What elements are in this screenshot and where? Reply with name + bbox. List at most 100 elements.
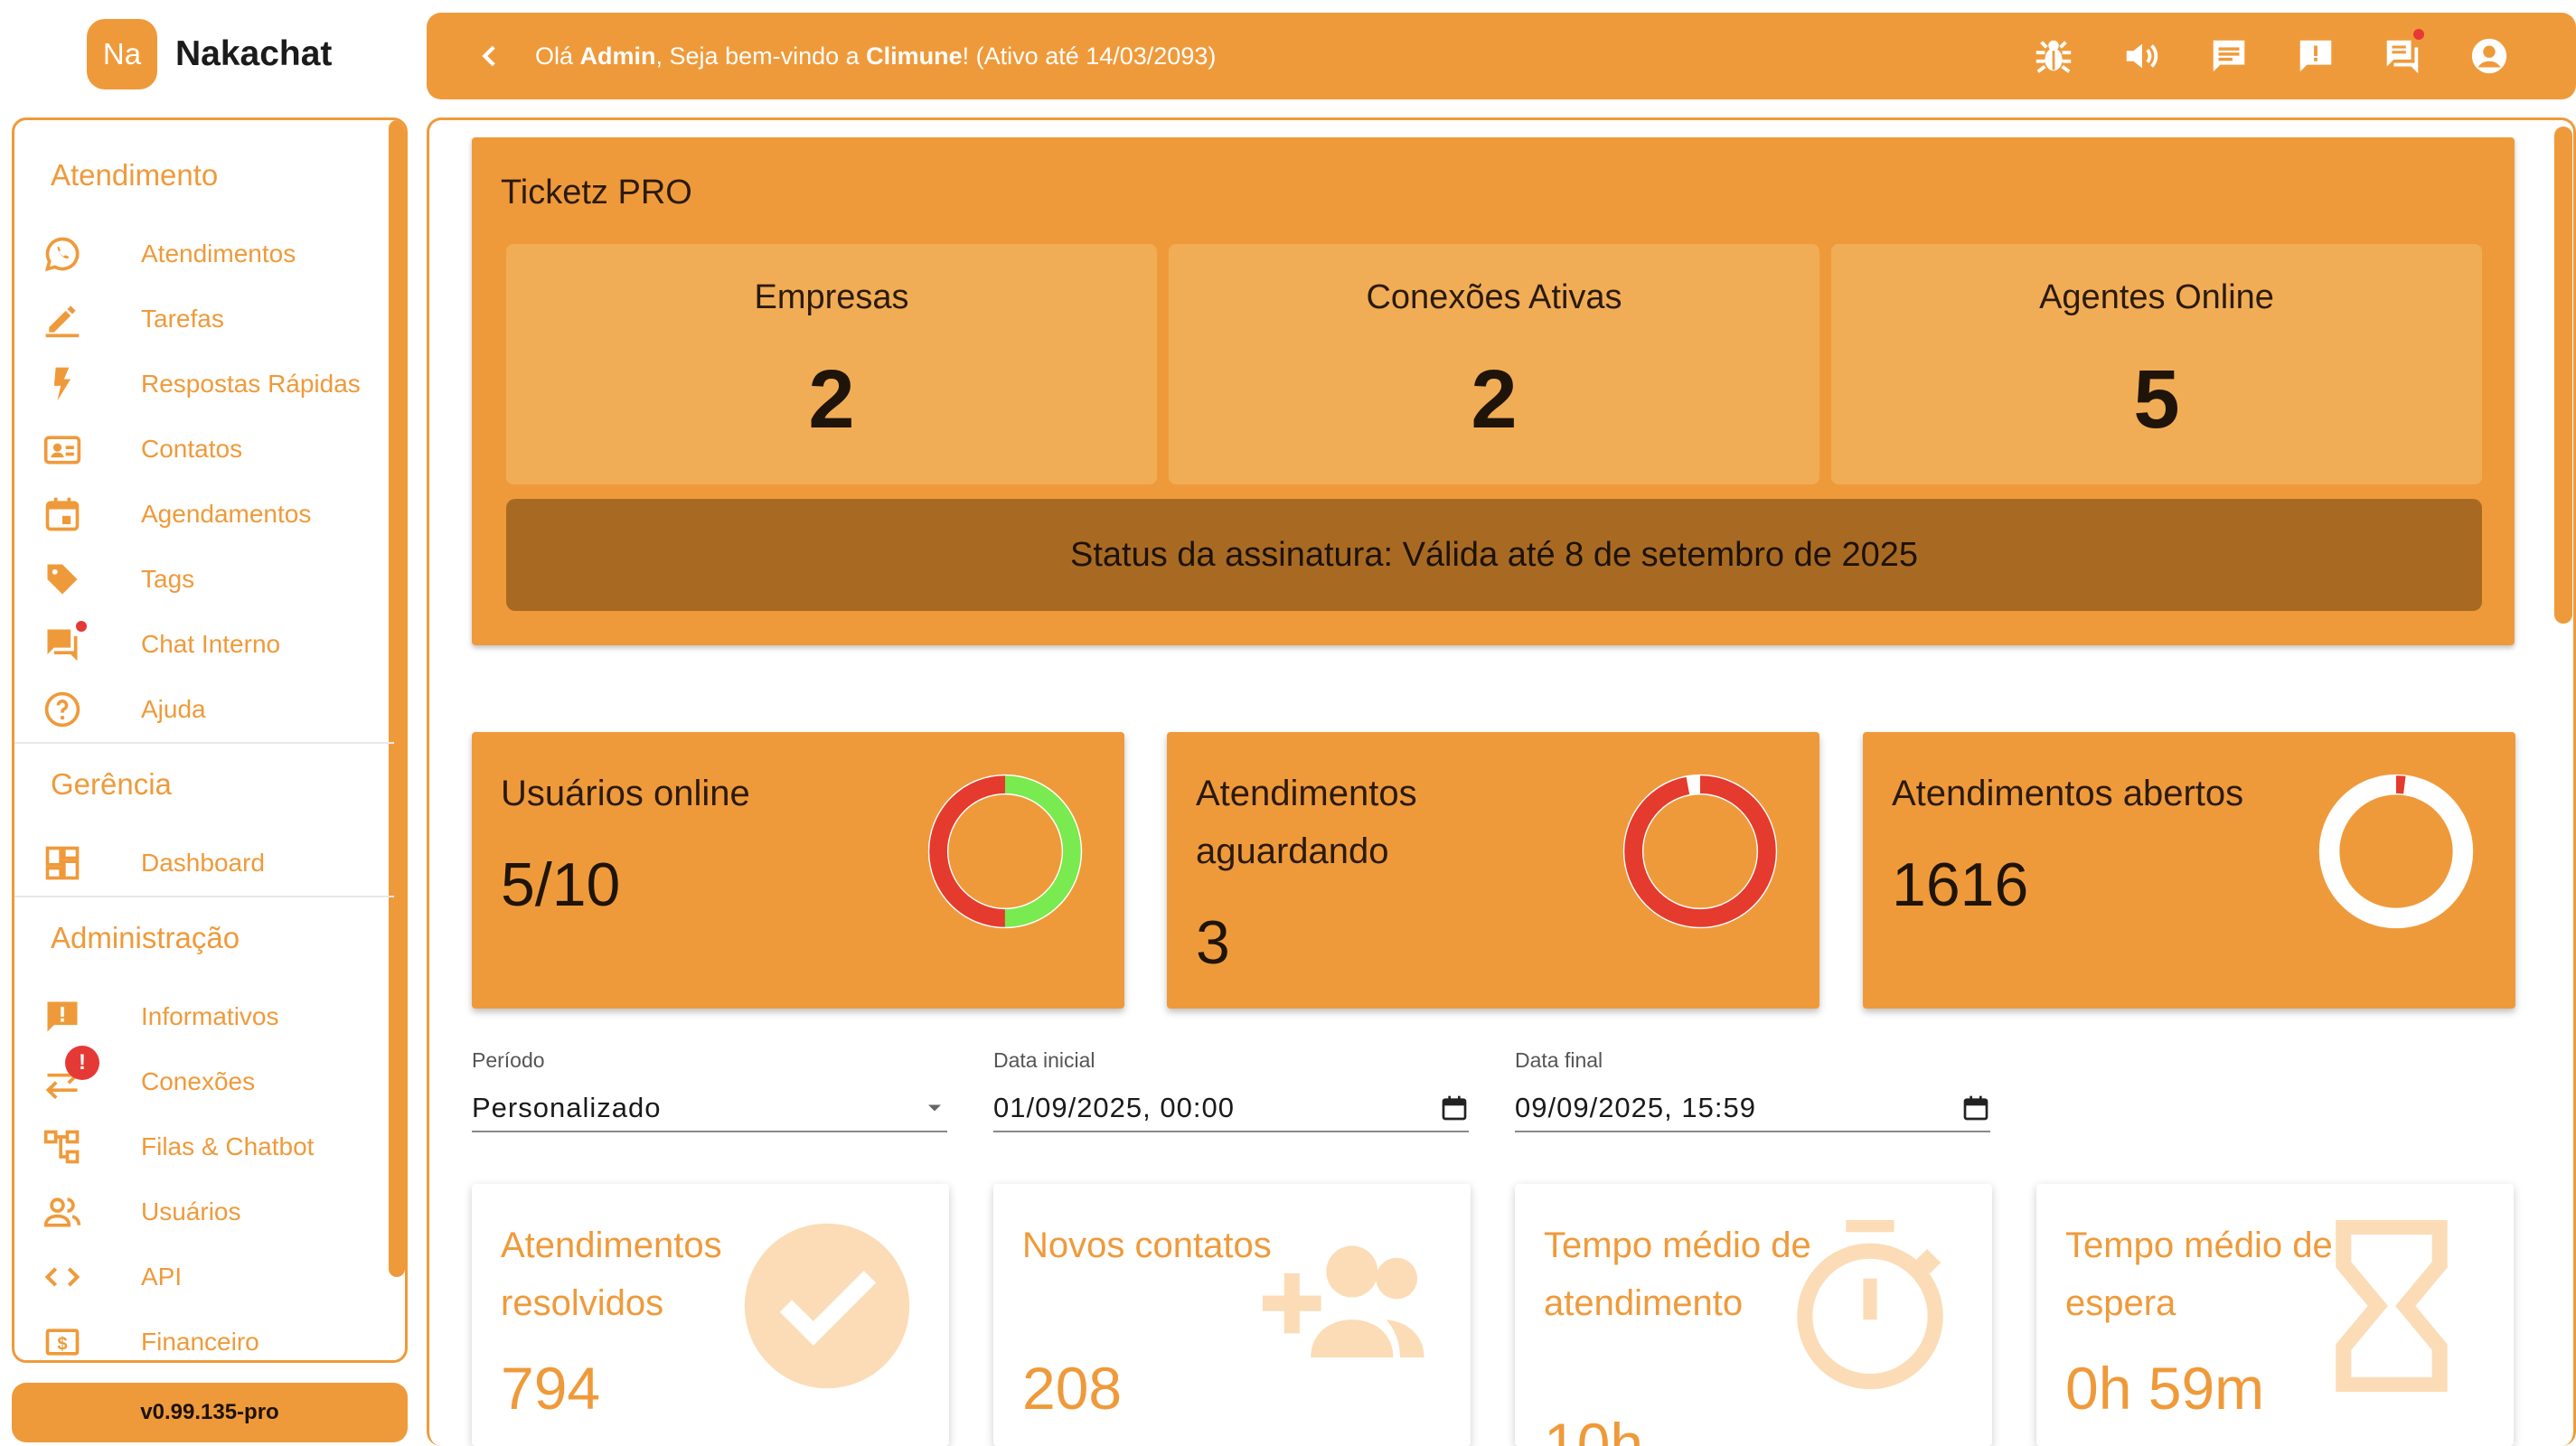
sidebar-item-financeiro[interactable]: $ Financeiro bbox=[14, 1313, 385, 1360]
period-select-box[interactable]: Personalizado bbox=[472, 1085, 947, 1132]
main-panel bbox=[427, 117, 2576, 1446]
bug-icon bbox=[2035, 40, 2072, 73]
sidebar-item-chat-interno[interactable]: Chat Interno bbox=[14, 615, 385, 673]
sidebar-item-label: Informativos bbox=[141, 1002, 279, 1030]
field-label: Data final bbox=[1515, 1048, 1603, 1072]
sidebar-item-label: Filas & Chatbot bbox=[141, 1132, 315, 1160]
end-date-input[interactable]: 09/09/2025, 15:59 bbox=[1515, 1085, 1990, 1132]
sidebar-item-api[interactable]: API bbox=[14, 1248, 385, 1306]
sidebar-item-atendimentos[interactable]: Atendimentos bbox=[14, 225, 385, 283]
check-circle-icon bbox=[744, 1223, 910, 1389]
panel-title: Ticketz PRO bbox=[501, 174, 692, 211]
sidebar-item-label: API bbox=[141, 1263, 183, 1291]
stat-label: Agentes Online bbox=[2039, 278, 2274, 316]
sidebar-item-contatos[interactable]: Contatos bbox=[14, 420, 385, 478]
sidebar-item-ajuda[interactable]: Ajuda bbox=[14, 681, 385, 738]
stat-label: Conexões Ativas bbox=[1366, 278, 1622, 316]
ring-inner-outline bbox=[2337, 793, 2455, 910]
ring-value-segment bbox=[1623, 775, 1777, 928]
info-card-tempo-espera: Tempo médio de espera 0h 59m bbox=[2036, 1184, 2514, 1446]
account-button[interactable] bbox=[2466, 33, 2513, 80]
ticketz-pro-panel: Ticketz PRO Empresas 2 Conexões Ativas 2… bbox=[472, 137, 2515, 645]
announcements-button[interactable] bbox=[2292, 33, 2339, 80]
info-card-novos-contatos: Novos contatos 208 bbox=[993, 1184, 1471, 1446]
internal-chat-button[interactable] bbox=[2379, 27, 2426, 80]
period-select[interactable]: Período Personalizado bbox=[472, 1048, 947, 1132]
sidebar-item-label: Tags bbox=[141, 565, 195, 593]
user-name: Admin bbox=[579, 42, 656, 70]
ring-outer-outline bbox=[2318, 774, 2474, 929]
info-title: Novos contatos bbox=[1022, 1225, 1272, 1265]
start-date-input[interactable]: 01/09/2025, 00:00 bbox=[993, 1085, 1469, 1132]
field-label: Data inicial bbox=[993, 1048, 1095, 1072]
sidebar: Atendimento Atendimentos Tarefas Respost… bbox=[12, 117, 408, 1363]
kpi-title: Usuários online bbox=[501, 774, 750, 813]
main-scrollbar[interactable] bbox=[2554, 127, 2572, 624]
bug-report-button[interactable] bbox=[2030, 33, 2077, 80]
chat-icon bbox=[2386, 40, 2419, 74]
info-card-resolvidos: Atendimentos resolvidos 794 bbox=[472, 1184, 949, 1446]
add-group-icon bbox=[1263, 1245, 1424, 1357]
kpi-ring-chart bbox=[2318, 774, 2474, 929]
chevron-left-icon bbox=[482, 45, 495, 67]
ring-outer-outline bbox=[927, 774, 1083, 929]
stat-card-agentes-online: Agentes Online 5 bbox=[1831, 244, 2482, 484]
flash-icon bbox=[40, 362, 85, 407]
kpi-value: 3 bbox=[1196, 908, 1230, 977]
kpi-ring-chart bbox=[927, 774, 1083, 929]
sidebar-item-conexoes[interactable]: ! Conexões bbox=[14, 1046, 385, 1111]
info-title: Tempo médio de atendimento bbox=[1544, 1225, 1811, 1323]
sidebar-scrollbar[interactable] bbox=[389, 120, 405, 1277]
start-date-value: 01/09/2025, 00:00 bbox=[993, 1092, 1235, 1123]
sidebar-item-usuarios[interactable]: Usuários bbox=[14, 1183, 385, 1241]
section-title-gerencia: Gerência bbox=[51, 767, 172, 801]
sidebar-item-dashboard[interactable]: Dashboard bbox=[14, 834, 385, 892]
volume-button[interactable] bbox=[2119, 33, 2166, 80]
kpi-title: Atendimentos aguardando bbox=[1196, 774, 1417, 871]
sidebar-item-filas-chatbot[interactable]: Filas & Chatbot bbox=[14, 1118, 385, 1176]
sidebar-item-agendamentos[interactable]: Agendamentos bbox=[14, 485, 385, 543]
info-card-tempo-atendimento: Tempo médio de atendimento 10h bbox=[1515, 1184, 1992, 1446]
company-name: Climune bbox=[866, 42, 963, 70]
sidebar-item-label: Agendamentos bbox=[141, 500, 312, 528]
help-icon bbox=[40, 687, 85, 732]
whatsapp-icon bbox=[40, 231, 85, 277]
calendar-icon[interactable] bbox=[1440, 1094, 1469, 1122]
pencil-icon bbox=[40, 296, 85, 342]
sidebar-item-tarefas[interactable]: Tarefas bbox=[14, 290, 385, 348]
brand-logo[interactable]: Na Nakachat bbox=[87, 19, 332, 89]
hourglass-icon bbox=[2336, 1220, 2448, 1392]
back-button[interactable] bbox=[472, 38, 508, 74]
ring-inner-outline bbox=[1641, 793, 1759, 910]
chat-icon bbox=[40, 622, 85, 667]
ring-inner-outline bbox=[946, 793, 1064, 910]
ring-value-segment bbox=[2319, 775, 2473, 928]
sidebar-item-label: Chat Interno bbox=[141, 630, 281, 658]
notification-dot bbox=[74, 619, 89, 634]
brand-name: Nakachat bbox=[175, 34, 333, 73]
volume-icon bbox=[2126, 43, 2158, 69]
messages-button[interactable] bbox=[2205, 33, 2252, 80]
version-badge: v0.99.135-pro bbox=[12, 1383, 408, 1442]
sidebar-item-label: Tarefas bbox=[141, 305, 224, 333]
sidebar-item-respostas-rapidas[interactable]: Respostas Rápidas bbox=[14, 355, 385, 413]
calendar-icon[interactable] bbox=[1961, 1094, 1990, 1122]
message-icon bbox=[2213, 40, 2245, 72]
timer-icon bbox=[1797, 1220, 1943, 1390]
svg-text:$: $ bbox=[57, 1334, 67, 1354]
sidebar-divider bbox=[14, 896, 394, 897]
kpi-usuarios-online: Usuários online 5/10 bbox=[472, 732, 1124, 1009]
kpi-title: Atendimentos abertos bbox=[1892, 774, 2244, 813]
sidebar-item-informativos[interactable]: Informativos bbox=[14, 988, 385, 1046]
end-date-field[interactable]: Data final 09/09/2025, 15:59 bbox=[1515, 1048, 1990, 1132]
sidebar-item-tags[interactable]: Tags bbox=[14, 550, 385, 608]
start-date-field[interactable]: Data inicial 01/09/2025, 00:00 bbox=[993, 1048, 1469, 1132]
sidebar-item-label: Ajuda bbox=[141, 695, 206, 723]
stat-value: 2 bbox=[1471, 353, 1518, 446]
welcome-message: Olá Admin, Seja bem-vindo a Climune! (At… bbox=[535, 42, 1216, 70]
end-date-value: 09/09/2025, 15:59 bbox=[1515, 1092, 1756, 1123]
info-value: 208 bbox=[1022, 1355, 1123, 1422]
sidebar-item-label: Contatos bbox=[141, 435, 243, 463]
kpi-ring-chart bbox=[1622, 774, 1778, 929]
stat-card-empresas: Empresas 2 bbox=[506, 244, 1157, 484]
